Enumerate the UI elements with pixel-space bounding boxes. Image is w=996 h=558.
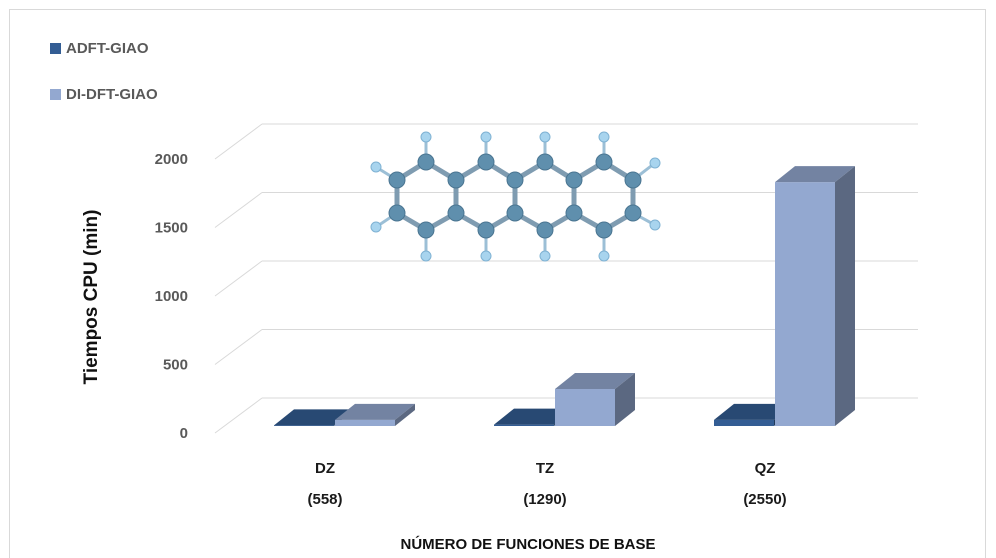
y-tick-label: 2000	[155, 151, 188, 168]
gridline-diagonal	[214, 123, 263, 160]
carbon-atom	[506, 204, 524, 222]
hydrogen-atom	[480, 250, 492, 262]
carbon-atom	[388, 204, 406, 222]
carbon-atom	[447, 204, 465, 222]
y-axis-title: Tiempos CPU (min)	[81, 210, 102, 385]
legend-label-adft: ADFT-GIAO	[66, 39, 149, 57]
x-axis-title: NÚMERO DE FUNCIONES DE BASE	[400, 535, 655, 553]
bar-top-adft-giao	[494, 408, 574, 425]
legend-item-didft: DI-DFT-GIAO	[50, 84, 158, 104]
hydrogen-atom	[420, 131, 432, 143]
carbon-atom	[565, 171, 583, 189]
legend-item-adft: ADFT-GIAO	[50, 38, 158, 58]
x-tick-label: DZ	[315, 460, 335, 477]
hydrogen-atom	[598, 250, 610, 262]
hydrogen-atom	[649, 219, 661, 231]
hydrogen-atom	[420, 250, 432, 262]
hydrogen-atom	[370, 221, 382, 233]
tetracene-molecule-icon	[370, 131, 661, 262]
legend-label-didft: DI-DFT-GIAO	[66, 85, 158, 103]
y-tick-label: 0	[180, 425, 188, 442]
carbon-atom	[595, 153, 613, 171]
gridline-diagonal	[214, 192, 263, 228]
bar-front-di-dft-giao	[775, 182, 835, 426]
bar-side-di-dft-giao	[835, 166, 855, 426]
gridline-diagonal	[214, 329, 263, 365]
bar-top-adft-giao	[274, 409, 354, 426]
carbon-atom	[506, 171, 524, 189]
chart-frame	[9, 9, 986, 558]
gridline-diagonal	[214, 260, 263, 297]
carbon-atom	[447, 171, 465, 189]
carbon-atom	[417, 221, 435, 239]
hydrogen-atom	[539, 131, 551, 143]
carbon-atom	[477, 153, 495, 171]
carbon-atom	[477, 221, 495, 239]
bar-front-adft-giao	[494, 424, 554, 426]
x-tick-label-sub: (1290)	[523, 491, 566, 508]
hydrogen-atom	[649, 157, 661, 169]
chart-legend: ADFT-GIAO DI-DFT-GIAO	[50, 38, 158, 130]
carbon-atom	[536, 221, 554, 239]
y-tick-label: 500	[163, 357, 188, 374]
hydrogen-atom	[370, 161, 382, 173]
carbon-atom	[536, 153, 554, 171]
bar-front-adft-giao	[274, 425, 334, 426]
y-tick-label: 1500	[155, 220, 188, 237]
carbon-atom	[565, 204, 583, 222]
bar-top-adft-giao	[714, 403, 794, 420]
x-tick-label-sub: (2550)	[743, 491, 786, 508]
carbon-atom	[388, 171, 406, 189]
bar-front-di-dft-giao	[555, 389, 615, 426]
carbon-atom	[595, 221, 613, 239]
carbon-atom	[624, 171, 642, 189]
floor-edge-line	[214, 397, 263, 434]
bar-front-adft-giao	[714, 419, 774, 426]
bar-top-di-dft-giao	[335, 403, 415, 420]
bar-top-di-dft-giao	[555, 373, 635, 390]
hydrogen-atom	[480, 131, 492, 143]
bar-side-di-dft-giao	[615, 373, 635, 426]
bar-side-di-dft-giao	[395, 403, 415, 426]
carbon-atom	[624, 204, 642, 222]
bar-top-di-dft-giao	[775, 166, 855, 183]
legend-swatch-didft	[50, 88, 61, 100]
y-tick-label: 1000	[155, 288, 188, 305]
bar-front-di-dft-giao	[335, 419, 395, 426]
hydrogen-atom	[598, 131, 610, 143]
hydrogen-atom	[539, 250, 551, 262]
legend-swatch-adft	[50, 42, 61, 54]
carbon-atom	[417, 153, 435, 171]
x-tick-label-sub: (558)	[307, 491, 342, 508]
x-tick-label: QZ	[755, 460, 776, 477]
x-tick-label: TZ	[536, 460, 554, 477]
